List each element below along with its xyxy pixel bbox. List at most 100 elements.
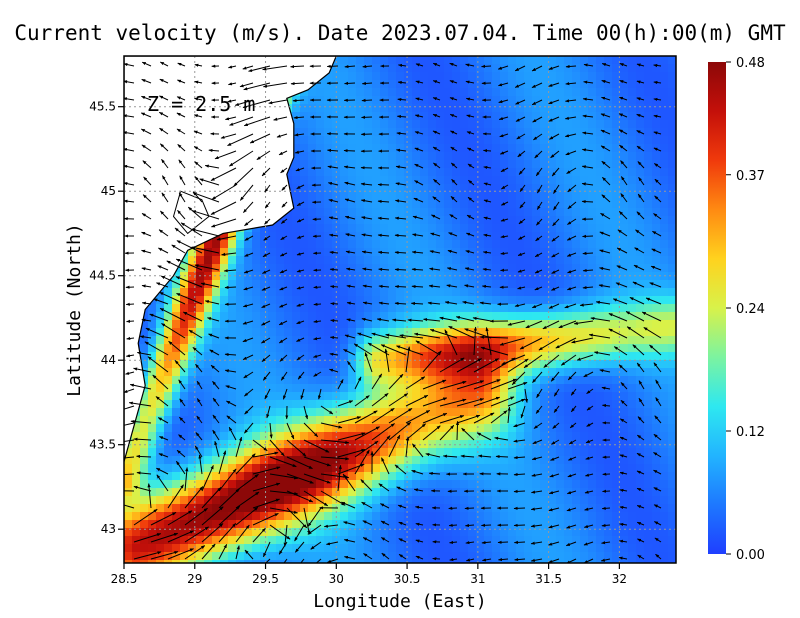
velocity-arrow — [367, 342, 390, 356]
speed-cell — [260, 456, 269, 465]
speed-cell — [444, 272, 453, 281]
speed-cell — [628, 304, 637, 313]
speed-cell — [228, 448, 237, 457]
speed-cell — [412, 336, 421, 345]
speed-cell — [460, 56, 469, 65]
speed-cell — [412, 272, 421, 281]
speed-cell — [156, 560, 165, 563]
speed-cell — [460, 128, 469, 137]
speed-cell — [532, 88, 541, 97]
velocity-arrow — [600, 113, 611, 118]
speed-cell — [668, 376, 676, 385]
speed-cell — [516, 472, 525, 481]
speed-cell — [388, 472, 397, 481]
speed-cell — [204, 336, 213, 345]
speed-cell — [620, 448, 629, 457]
speed-cell — [316, 152, 325, 161]
speed-cell — [324, 488, 333, 497]
speed-cell — [380, 72, 389, 81]
speed-cell — [476, 232, 485, 241]
speed-cell — [508, 472, 517, 481]
speed-cell — [524, 440, 533, 449]
speed-cell — [516, 488, 525, 497]
speed-cell — [556, 64, 565, 73]
speed-cell — [124, 528, 133, 537]
velocity-arrow — [394, 250, 407, 255]
speed-cell — [476, 80, 485, 89]
speed-cell — [524, 96, 533, 105]
velocity-arrow — [616, 265, 628, 271]
speed-cell — [356, 280, 365, 289]
speed-cell — [212, 264, 221, 273]
speed-cell — [580, 448, 589, 457]
velocity-arrow — [483, 182, 492, 186]
speed-cell — [564, 64, 573, 73]
velocity-arrow — [396, 131, 407, 135]
velocity-arrow — [249, 133, 271, 144]
speed-cell — [308, 520, 317, 529]
speed-cell — [212, 312, 221, 321]
speed-cell — [268, 464, 277, 473]
speed-cell — [652, 328, 661, 337]
speed-cell — [204, 344, 213, 353]
speed-cell — [180, 528, 189, 537]
speed-cell — [332, 376, 341, 385]
speed-cell — [500, 328, 509, 337]
speed-cell — [404, 224, 413, 233]
speed-cell — [380, 560, 389, 563]
speed-cell — [428, 208, 437, 217]
speed-cell — [348, 160, 357, 169]
speed-cell — [476, 520, 485, 529]
velocity-arrow — [439, 316, 458, 322]
speed-cell — [620, 104, 629, 113]
velocity-arrow — [636, 130, 645, 135]
velocity-arrow — [653, 97, 662, 102]
speed-cell — [332, 264, 341, 273]
speed-cell — [556, 424, 565, 433]
speed-cell — [396, 496, 405, 505]
speed-cell — [364, 288, 373, 297]
speed-cell — [628, 520, 637, 529]
velocity-arrow — [619, 63, 628, 67]
speed-cell — [556, 256, 565, 265]
velocity-arrow — [653, 114, 662, 118]
speed-cell — [652, 392, 661, 401]
speed-cell — [396, 104, 405, 113]
speed-cell — [284, 424, 293, 433]
velocity-arrow — [160, 275, 186, 288]
speed-cell — [396, 296, 405, 305]
speed-cell — [556, 528, 565, 537]
speed-cell — [444, 376, 453, 385]
speed-cell — [164, 440, 173, 449]
speed-cell — [604, 560, 613, 563]
speed-cell — [324, 216, 333, 225]
velocity-arrow — [178, 159, 186, 169]
speed-cell — [276, 288, 285, 297]
speed-cell — [636, 248, 645, 257]
speed-cell — [652, 408, 661, 417]
speed-cell — [204, 376, 213, 385]
speed-cell — [652, 488, 661, 497]
speed-cell — [572, 480, 581, 489]
speed-cell — [356, 312, 365, 321]
velocity-arrow — [261, 167, 271, 177]
speed-cell — [324, 544, 333, 553]
speed-cell — [364, 264, 373, 273]
velocity-arrow — [313, 319, 322, 324]
speed-cell — [516, 448, 525, 457]
speed-cell — [412, 448, 421, 457]
speed-cell — [220, 328, 229, 337]
speed-cell — [612, 176, 621, 185]
speed-cell — [340, 88, 349, 97]
speed-cell — [524, 544, 533, 553]
speed-cell — [276, 432, 285, 441]
speed-cell — [236, 264, 245, 273]
speed-cell — [252, 360, 261, 369]
speed-cell — [500, 168, 509, 177]
speed-cell — [348, 536, 357, 545]
speed-cell — [316, 160, 325, 169]
speed-cell — [380, 312, 389, 321]
speed-cell — [156, 488, 165, 497]
speed-cell — [492, 528, 501, 537]
speed-cell — [228, 392, 237, 401]
